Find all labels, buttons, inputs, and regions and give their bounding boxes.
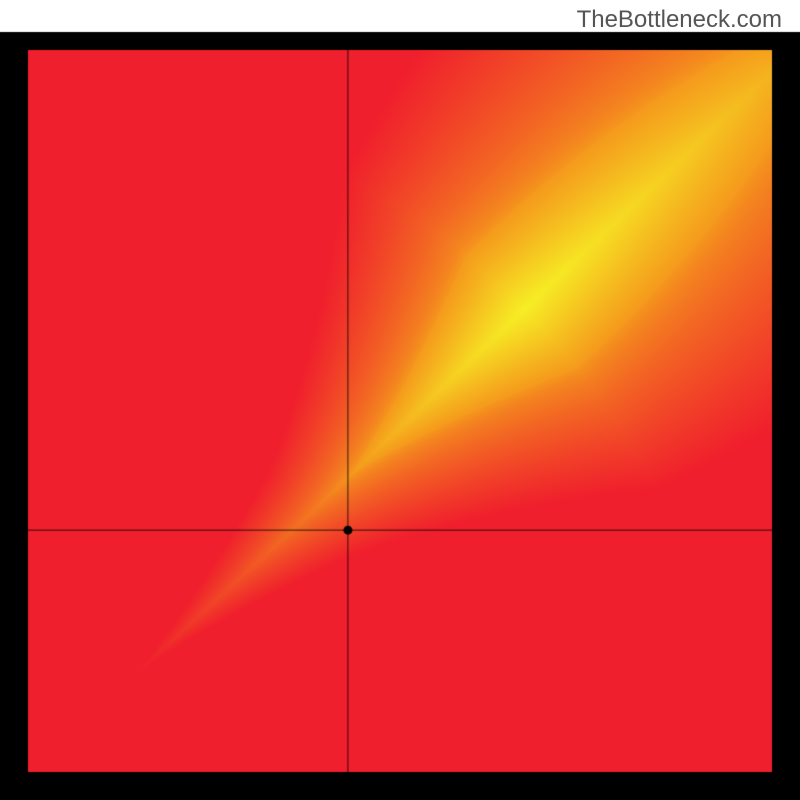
heatmap-canvas	[0, 0, 800, 800]
chart-container: TheBottleneck.com	[0, 0, 800, 800]
watermark-text: TheBottleneck.com	[577, 6, 782, 34]
